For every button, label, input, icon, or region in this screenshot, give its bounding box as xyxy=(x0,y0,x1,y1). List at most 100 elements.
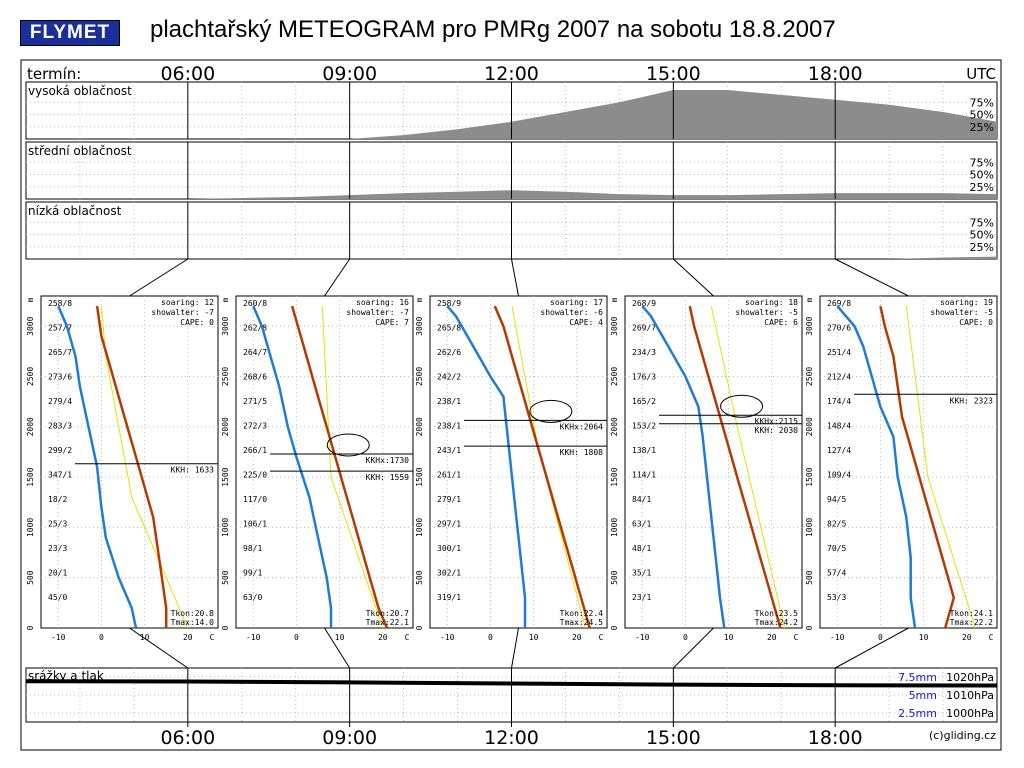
showalter-index: showalter: -6 xyxy=(540,308,603,317)
temperature-line xyxy=(95,305,168,628)
cloud-base-label: KKH: 1559 xyxy=(366,473,410,482)
wind-label: 266/1 xyxy=(243,446,267,455)
wind-label: 302/1 xyxy=(437,569,461,578)
time-label-top: 12:00 xyxy=(484,63,539,85)
logo: FLYMET xyxy=(20,20,120,46)
wind-label: 297/1 xyxy=(437,520,461,529)
altitude-tick: 3000 xyxy=(415,316,424,335)
temperature-tick: 0 xyxy=(878,633,883,642)
wind-label: 347/1 xyxy=(48,471,72,480)
dewpoint-line xyxy=(57,305,138,629)
wind-label: 265/8 xyxy=(437,324,461,333)
showalter-index: showalter: -7 xyxy=(151,308,214,317)
temperature-unit: C xyxy=(405,633,410,642)
temperature-tick: -10 xyxy=(246,633,261,642)
sounding-frame xyxy=(819,295,998,629)
convection-marker xyxy=(326,433,370,457)
tkon-value: Tkon:20.7 xyxy=(366,609,410,618)
wind-label: 20/1 xyxy=(48,569,67,578)
temperature-tick: 20 xyxy=(378,633,388,642)
altitude-tick: 3000 xyxy=(610,316,619,335)
wind-label: 23/1 xyxy=(632,593,651,602)
sounding-connector xyxy=(672,258,714,297)
temperature-line xyxy=(688,305,782,629)
altitude-tick: 500 xyxy=(221,570,230,585)
cape-value: CAPE: 7 xyxy=(375,318,409,327)
cloud-area xyxy=(26,90,997,139)
cloud-tick-label: 50% xyxy=(970,169,994,182)
tmax-value: Tmax:24.5 xyxy=(560,618,604,627)
cloud-tick-label: 25% xyxy=(970,181,994,194)
precip-connector xyxy=(511,627,519,669)
altitude-tick: 2000 xyxy=(610,417,619,436)
altitude-tick: 1000 xyxy=(415,518,424,537)
altitude-tick: 1500 xyxy=(805,467,814,486)
sounding-connector xyxy=(834,258,909,297)
wind-label: 260/8 xyxy=(243,299,267,308)
wind-label: 84/1 xyxy=(632,495,651,504)
wind-label: 243/1 xyxy=(437,446,461,455)
wind-label: 279/4 xyxy=(48,397,72,406)
wind-label: 299/2 xyxy=(48,446,72,455)
wind-label: 264/7 xyxy=(243,348,267,357)
cape-value: CAPE: 0 xyxy=(180,318,214,327)
wind-label: 258/8 xyxy=(48,299,72,308)
altitude-tick: 500 xyxy=(805,570,814,585)
wind-label: 265/7 xyxy=(48,348,72,357)
altitude-unit: m xyxy=(221,297,230,302)
wind-label: 70/5 xyxy=(827,544,846,553)
cloud-panel-label: střední oblačnost xyxy=(28,144,132,158)
wind-label: 269/7 xyxy=(632,324,656,333)
wind-label: 117/0 xyxy=(243,495,267,504)
dewpoint-line xyxy=(641,305,726,629)
dewpoint-line xyxy=(252,305,333,628)
wind-label: 238/1 xyxy=(437,397,461,406)
wind-label: 176/3 xyxy=(632,373,656,382)
time-label-top: 06:00 xyxy=(160,63,215,85)
wind-label: 63/0 xyxy=(243,593,262,602)
wind-label: 53/3 xyxy=(827,593,846,602)
temperature-tick: 0 xyxy=(294,633,299,642)
altitude-tick: 0 xyxy=(26,625,35,630)
wind-label: 257/7 xyxy=(48,324,72,333)
sounding-frame xyxy=(429,295,608,629)
altitude-tick: 1500 xyxy=(415,467,424,486)
altitude-tick: 1000 xyxy=(805,518,814,537)
soaring-index: soaring: 17 xyxy=(550,298,603,307)
tkon-value: Tkon:24.1 xyxy=(950,609,994,618)
wind-label: 258/9 xyxy=(437,299,461,308)
cloud-tick-label: 75% xyxy=(970,216,994,229)
temperature-tick: 0 xyxy=(488,633,493,642)
logo-text: FLYMET xyxy=(29,22,111,43)
wind-label: 109/4 xyxy=(827,471,851,480)
temperature-tick: 10 xyxy=(919,633,929,642)
wind-label: 82/5 xyxy=(827,520,846,529)
pressure-tick-label: 1020hPa xyxy=(946,671,994,684)
cloud-base-label: KKHx:2064 xyxy=(560,422,604,431)
cloud-base-label: KKH: 2323 xyxy=(950,396,994,405)
time-label-bottom: 15:00 xyxy=(646,727,701,749)
temperature-unit: C xyxy=(599,633,604,642)
soaring-index: soaring: 19 xyxy=(940,298,993,307)
altitude-tick: 1000 xyxy=(26,518,35,537)
time-label-bottom: 18:00 xyxy=(808,727,863,749)
wind-label: 99/1 xyxy=(243,569,262,578)
cape-value: CAPE: 6 xyxy=(764,318,798,327)
wind-label: 212/4 xyxy=(827,373,851,382)
tmax-value: Tmax:22.2 xyxy=(950,618,994,627)
wind-label: 98/1 xyxy=(243,544,262,553)
wind-label: 94/5 xyxy=(827,495,846,504)
altitude-tick: 0 xyxy=(610,625,619,630)
cloud-base-label: KKH: 2030 xyxy=(755,426,799,435)
soaring-index: soaring: 18 xyxy=(745,298,798,307)
altitude-tick: 2500 xyxy=(805,367,814,386)
altitude-tick: 1500 xyxy=(610,467,619,486)
wind-label: 127/4 xyxy=(827,446,851,455)
wind-label: 48/1 xyxy=(632,544,651,553)
altitude-tick: 2000 xyxy=(805,417,814,436)
cape-value: CAPE: 4 xyxy=(569,318,603,327)
cloud-tick-label: 25% xyxy=(970,121,994,134)
time-label-bottom: 06:00 xyxy=(160,727,215,749)
altitude-tick: 0 xyxy=(415,625,424,630)
wind-label: 269/8 xyxy=(827,299,851,308)
